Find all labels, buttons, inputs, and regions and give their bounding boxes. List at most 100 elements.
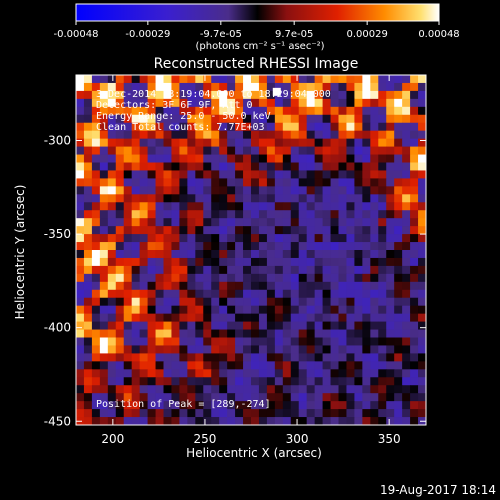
heatmap-cell <box>386 281 395 291</box>
heatmap-cell <box>235 202 244 211</box>
heatmap-cell <box>235 337 244 346</box>
heatmap-cell <box>386 385 395 394</box>
heatmap-cell <box>251 194 260 203</box>
heatmap-cell <box>131 361 141 370</box>
heatmap-cell <box>115 353 125 362</box>
heatmap-cell <box>76 210 85 219</box>
heatmap-cell <box>298 393 308 402</box>
heatmap-cell <box>362 146 371 155</box>
heatmap-cell <box>99 234 109 243</box>
heatmap-cell <box>274 106 284 116</box>
heatmap-cell <box>322 194 331 203</box>
heatmap-cell <box>171 297 180 307</box>
heatmap-cell <box>298 90 308 100</box>
heatmap-cell <box>171 75 180 84</box>
heatmap-cell <box>306 297 316 307</box>
annotation-energy: Energy Range: 25.0 - 50.0 keV <box>96 111 271 122</box>
heatmap-cell <box>187 297 196 307</box>
heatmap-cell <box>338 393 347 402</box>
heatmap-cell <box>115 82 125 92</box>
heatmap-cell <box>187 202 196 211</box>
heatmap-cell <box>147 130 156 140</box>
heatmap-cell <box>251 202 260 211</box>
heatmap-cell <box>346 265 355 275</box>
heatmap-cell <box>410 361 419 370</box>
heatmap-cell <box>131 146 141 155</box>
heatmap-cell <box>282 257 292 267</box>
heatmap-cell <box>362 417 371 425</box>
heatmap-cell <box>139 321 148 330</box>
heatmap-cell <box>346 234 355 243</box>
heatmap-cell <box>139 138 148 147</box>
heatmap-cell <box>251 138 260 147</box>
heatmap-cell <box>76 162 85 171</box>
heatmap-cell <box>394 401 403 410</box>
heatmap-cell <box>322 170 331 179</box>
heatmap-cell <box>370 226 379 235</box>
heatmap-cell <box>346 321 355 330</box>
heatmap-cell <box>266 226 276 235</box>
heatmap-cell <box>131 353 141 362</box>
heatmap-cell <box>322 154 331 163</box>
heatmap-cell <box>346 162 355 171</box>
heatmap-cell <box>314 234 323 243</box>
heatmap-cell <box>346 417 355 425</box>
heatmap-cell <box>131 210 141 219</box>
heatmap-cell <box>203 297 212 307</box>
heatmap-cell <box>330 178 339 187</box>
heatmap-cell <box>251 114 260 124</box>
heatmap-cell <box>243 401 252 410</box>
heatmap-cell <box>115 297 125 307</box>
heatmap-cell <box>402 250 411 259</box>
heatmap-cell <box>362 369 371 378</box>
heatmap-cell <box>211 154 220 163</box>
heatmap-cell <box>211 218 220 227</box>
heatmap-cell <box>76 170 85 179</box>
heatmap-cell <box>235 297 244 307</box>
heatmap-cell <box>115 130 125 140</box>
heatmap-cell <box>99 369 109 378</box>
heatmap-cell <box>314 313 323 322</box>
heatmap-cell <box>330 297 339 307</box>
heatmap-cell <box>354 305 363 315</box>
heatmap-cell <box>227 90 236 100</box>
heatmap-cell <box>251 345 260 354</box>
heatmap-cell <box>418 377 426 386</box>
heatmap-cell <box>266 202 276 211</box>
heatmap-cell <box>99 361 109 370</box>
heatmap-cell <box>370 313 379 322</box>
heatmap-cell <box>179 329 188 338</box>
heatmap-cell <box>282 417 292 425</box>
heatmap-cell <box>258 377 268 386</box>
heatmap-cell <box>99 281 109 291</box>
heatmap-cell <box>131 393 141 402</box>
heatmap-cell <box>171 194 180 203</box>
y-tick-label: -350 <box>44 227 71 241</box>
heatmap-cell <box>346 90 355 100</box>
heatmap-cell <box>386 329 395 338</box>
heatmap-cell <box>235 265 244 275</box>
heatmap-cell <box>282 98 292 108</box>
heatmap-cell <box>298 289 308 299</box>
heatmap-cell <box>378 353 387 362</box>
plot-frame <box>75 74 427 426</box>
heatmap-cell <box>107 329 117 338</box>
heatmap-cell <box>378 186 387 195</box>
heatmap-cell <box>243 162 252 171</box>
heatmap-cell <box>243 226 252 235</box>
heatmap-cell <box>83 186 93 195</box>
heatmap-cell <box>266 146 276 155</box>
heatmap-cell <box>258 146 268 155</box>
heatmap-cell <box>163 289 172 299</box>
heatmap-cell <box>314 393 323 402</box>
heatmap-cell <box>171 385 180 394</box>
heatmap-cell <box>306 329 316 338</box>
heatmap-cell <box>83 377 93 386</box>
heatmap-cell <box>354 194 363 203</box>
heatmap-cell <box>306 250 316 259</box>
heatmap-cell <box>163 265 172 275</box>
heatmap-cell <box>91 257 101 267</box>
heatmap-cell <box>266 130 276 140</box>
heatmap-cell <box>330 409 339 418</box>
heatmap-cell <box>123 369 133 378</box>
